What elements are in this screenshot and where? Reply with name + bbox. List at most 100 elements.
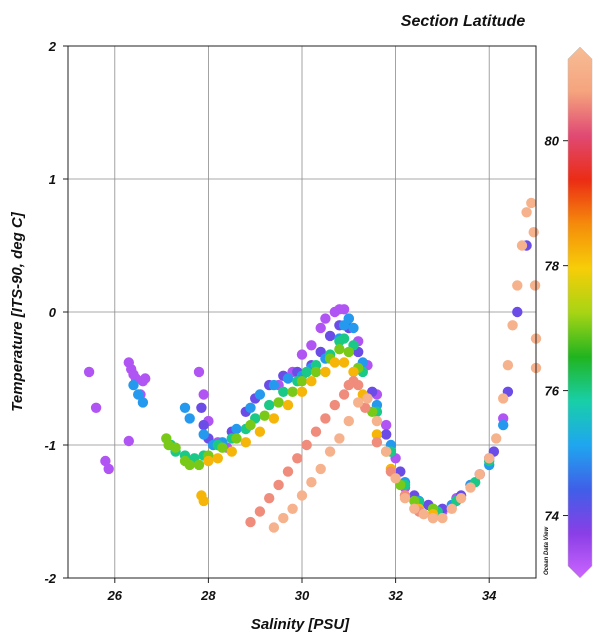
data-point bbox=[140, 373, 151, 384]
data-point bbox=[296, 349, 308, 360]
data-point bbox=[512, 306, 523, 318]
data-point bbox=[100, 455, 111, 467]
watermark: Ocean Data View bbox=[544, 527, 550, 575]
data-point bbox=[348, 366, 359, 378]
data-point bbox=[343, 313, 354, 324]
data-point bbox=[184, 459, 195, 471]
data-point bbox=[103, 463, 114, 475]
plot-area bbox=[67, 45, 542, 579]
data-point bbox=[371, 429, 383, 440]
data-point bbox=[254, 426, 266, 437]
colorbar-tick-labels: 80 78 76 74 bbox=[545, 134, 568, 524]
data-point bbox=[324, 330, 336, 342]
data-point bbox=[282, 399, 294, 411]
data-point bbox=[329, 357, 340, 368]
data-point bbox=[198, 419, 209, 431]
series-81.2 bbox=[268, 197, 542, 533]
data-point bbox=[371, 415, 383, 427]
data-point bbox=[353, 397, 364, 408]
data-point bbox=[306, 376, 317, 387]
colorbar-tick-label: 78 bbox=[545, 259, 560, 274]
data-point bbox=[371, 437, 383, 448]
data-point bbox=[273, 397, 284, 408]
data-point bbox=[301, 366, 312, 378]
x-tick-labels: 26 28 30 32 34 bbox=[107, 578, 497, 603]
data-point bbox=[512, 280, 523, 291]
data-point bbox=[268, 522, 280, 533]
x-tick-label: 34 bbox=[482, 588, 497, 603]
data-point bbox=[296, 376, 308, 387]
data-point bbox=[245, 516, 256, 528]
data-point bbox=[516, 240, 528, 251]
y-tick-label: -2 bbox=[44, 571, 56, 586]
data-point bbox=[278, 512, 289, 524]
data-point bbox=[193, 366, 205, 378]
data-point bbox=[338, 389, 350, 400]
data-point bbox=[273, 479, 284, 491]
x-tick-label: 30 bbox=[295, 588, 310, 603]
data-point bbox=[474, 469, 485, 480]
data-point bbox=[179, 402, 191, 413]
data-point bbox=[338, 357, 350, 368]
data-point bbox=[362, 393, 373, 404]
series-80.6 bbox=[245, 376, 439, 528]
data-point bbox=[320, 413, 331, 424]
data-point bbox=[498, 419, 509, 431]
data-point bbox=[292, 453, 303, 464]
data-point bbox=[90, 402, 102, 413]
data-point bbox=[334, 433, 345, 444]
data-point bbox=[83, 366, 95, 378]
data-point bbox=[491, 433, 502, 444]
data-point bbox=[324, 446, 336, 457]
y-tick-label: 2 bbox=[48, 39, 57, 54]
data-point bbox=[296, 386, 308, 397]
data-point bbox=[390, 473, 401, 484]
data-point bbox=[278, 386, 289, 397]
data-point bbox=[264, 493, 275, 504]
data-points bbox=[83, 197, 542, 533]
data-point bbox=[409, 503, 420, 514]
data-point bbox=[315, 322, 326, 334]
data-point bbox=[196, 402, 207, 413]
data-point bbox=[310, 366, 322, 378]
data-point bbox=[301, 439, 312, 451]
x-tick-label: 32 bbox=[388, 588, 403, 603]
data-point bbox=[381, 419, 392, 431]
data-point bbox=[282, 466, 294, 477]
data-point bbox=[306, 340, 317, 351]
data-point bbox=[320, 366, 331, 378]
data-point bbox=[245, 419, 256, 431]
data-point bbox=[245, 402, 256, 413]
data-point bbox=[287, 386, 298, 397]
colorbar-tick-label: 76 bbox=[545, 384, 560, 399]
data-point bbox=[465, 482, 476, 493]
y-tick-label: 1 bbox=[49, 172, 56, 187]
data-point bbox=[268, 413, 280, 424]
data-point bbox=[198, 429, 209, 440]
data-point bbox=[338, 333, 350, 344]
data-point bbox=[310, 426, 322, 437]
data-point bbox=[399, 493, 411, 504]
data-point bbox=[254, 506, 266, 517]
data-point bbox=[268, 379, 280, 391]
data-point bbox=[502, 360, 514, 371]
data-point bbox=[446, 503, 457, 514]
data-point bbox=[329, 399, 340, 411]
data-point bbox=[360, 402, 371, 413]
data-point bbox=[198, 495, 209, 507]
data-point bbox=[526, 197, 537, 209]
y-tick-label: 0 bbox=[49, 305, 57, 320]
y-tick-labels: 2 1 0 -1 -2 bbox=[44, 39, 68, 586]
colorbar-title: Section Latitude bbox=[401, 13, 526, 30]
data-point bbox=[212, 453, 223, 464]
data-point bbox=[381, 429, 392, 440]
data-point bbox=[507, 320, 518, 331]
data-point bbox=[226, 446, 237, 457]
data-point bbox=[353, 379, 364, 391]
data-point bbox=[264, 399, 275, 411]
data-point bbox=[529, 280, 541, 291]
data-point bbox=[231, 423, 242, 435]
data-point bbox=[296, 490, 308, 501]
data-point bbox=[198, 389, 209, 400]
